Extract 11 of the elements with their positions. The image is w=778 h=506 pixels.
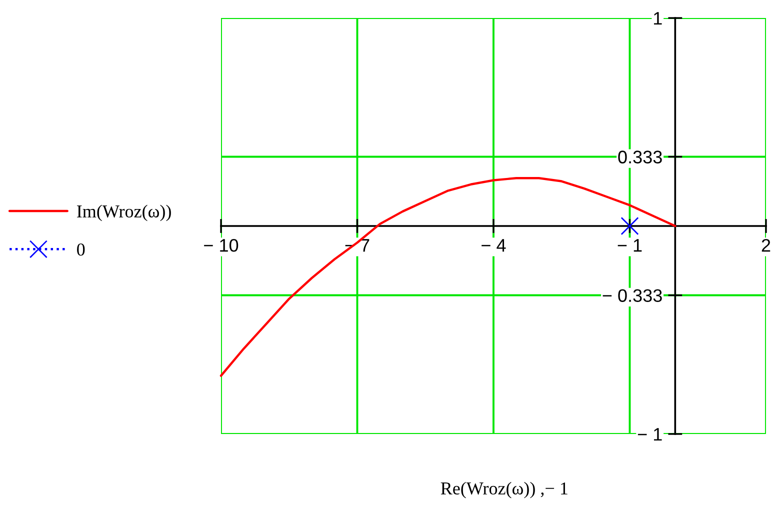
x-tick-label: − 10: [204, 238, 238, 252]
line-series: [220, 177, 676, 377]
legend-label: 0: [77, 243, 85, 256]
y-tick-label: − 0.333: [602, 289, 662, 302]
x-tick-label: − 4: [482, 239, 506, 252]
y-tick-label: − 1: [638, 428, 662, 441]
x-tick-label: 2: [762, 238, 770, 252]
legend-label: Im(Wroz(ω)): [77, 204, 171, 222]
y-tick-label: 1: [654, 12, 662, 25]
y-tick-label: 0.333: [618, 150, 662, 164]
x-axis-title: Re(Wroz(ω)) ,− 1: [440, 482, 568, 498]
